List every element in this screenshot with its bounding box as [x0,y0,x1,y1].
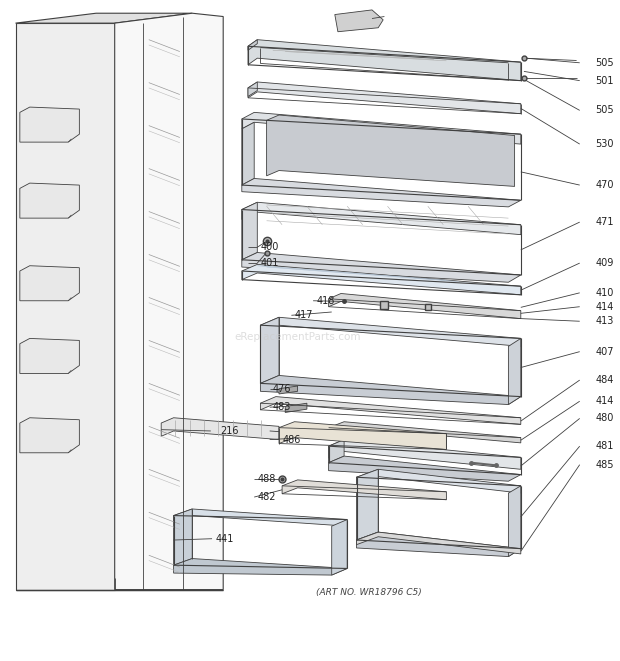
Text: 501: 501 [595,75,614,86]
Polygon shape [174,509,192,565]
Text: 410: 410 [595,288,614,298]
Text: 505: 505 [595,58,614,68]
Polygon shape [242,264,521,295]
Polygon shape [16,23,115,590]
Polygon shape [242,202,521,235]
Text: 485: 485 [595,459,614,470]
Polygon shape [260,317,521,346]
Polygon shape [267,115,515,186]
Polygon shape [508,338,521,405]
Polygon shape [242,178,521,207]
Polygon shape [20,338,79,373]
Polygon shape [356,469,378,540]
Polygon shape [329,456,521,481]
Text: eReplacementParts.com: eReplacementParts.com [234,332,361,342]
Polygon shape [248,40,257,50]
Polygon shape [279,422,446,449]
Text: 486: 486 [282,434,301,445]
Text: 505: 505 [595,105,614,116]
Text: 488: 488 [257,474,276,485]
Polygon shape [20,266,79,301]
Polygon shape [248,82,521,114]
Polygon shape [260,397,521,424]
Polygon shape [356,532,521,554]
Text: 417: 417 [294,310,313,321]
Text: 400: 400 [260,242,279,253]
Text: 470: 470 [595,180,614,190]
Polygon shape [20,183,79,218]
Polygon shape [16,13,192,23]
Text: 476: 476 [273,383,291,394]
Text: (ART NO. WR18796 C5): (ART NO. WR18796 C5) [316,588,422,598]
Text: 482: 482 [257,492,276,502]
Polygon shape [242,122,254,185]
Polygon shape [356,469,521,493]
Polygon shape [329,440,344,463]
Text: 484: 484 [595,375,614,385]
Polygon shape [356,532,521,557]
Polygon shape [242,202,257,260]
Text: 414: 414 [595,396,614,407]
Polygon shape [329,422,521,443]
Polygon shape [508,486,521,557]
Text: 471: 471 [595,217,614,227]
Text: 216: 216 [220,426,239,436]
Polygon shape [248,40,521,81]
Polygon shape [161,418,279,440]
Text: 481: 481 [595,441,614,451]
Polygon shape [282,480,446,500]
Polygon shape [20,107,79,142]
Text: 414: 414 [595,301,614,312]
Polygon shape [332,520,347,575]
Text: 441: 441 [216,533,234,544]
Polygon shape [260,375,521,405]
Polygon shape [248,82,257,97]
Polygon shape [242,253,521,282]
Text: 483: 483 [273,402,291,412]
Text: 480: 480 [595,413,614,424]
Polygon shape [174,559,347,575]
Text: 407: 407 [595,346,614,357]
Polygon shape [115,13,223,590]
Text: 418: 418 [316,295,335,306]
Polygon shape [260,317,279,383]
Polygon shape [329,293,521,319]
Polygon shape [329,440,521,469]
Polygon shape [279,386,298,394]
Polygon shape [20,418,79,453]
Polygon shape [174,509,347,526]
Text: 401: 401 [260,258,279,268]
Polygon shape [242,112,521,144]
Polygon shape [285,403,307,412]
Text: 413: 413 [595,316,614,327]
Text: 409: 409 [595,258,614,268]
Text: 530: 530 [595,139,614,149]
Polygon shape [335,10,383,32]
